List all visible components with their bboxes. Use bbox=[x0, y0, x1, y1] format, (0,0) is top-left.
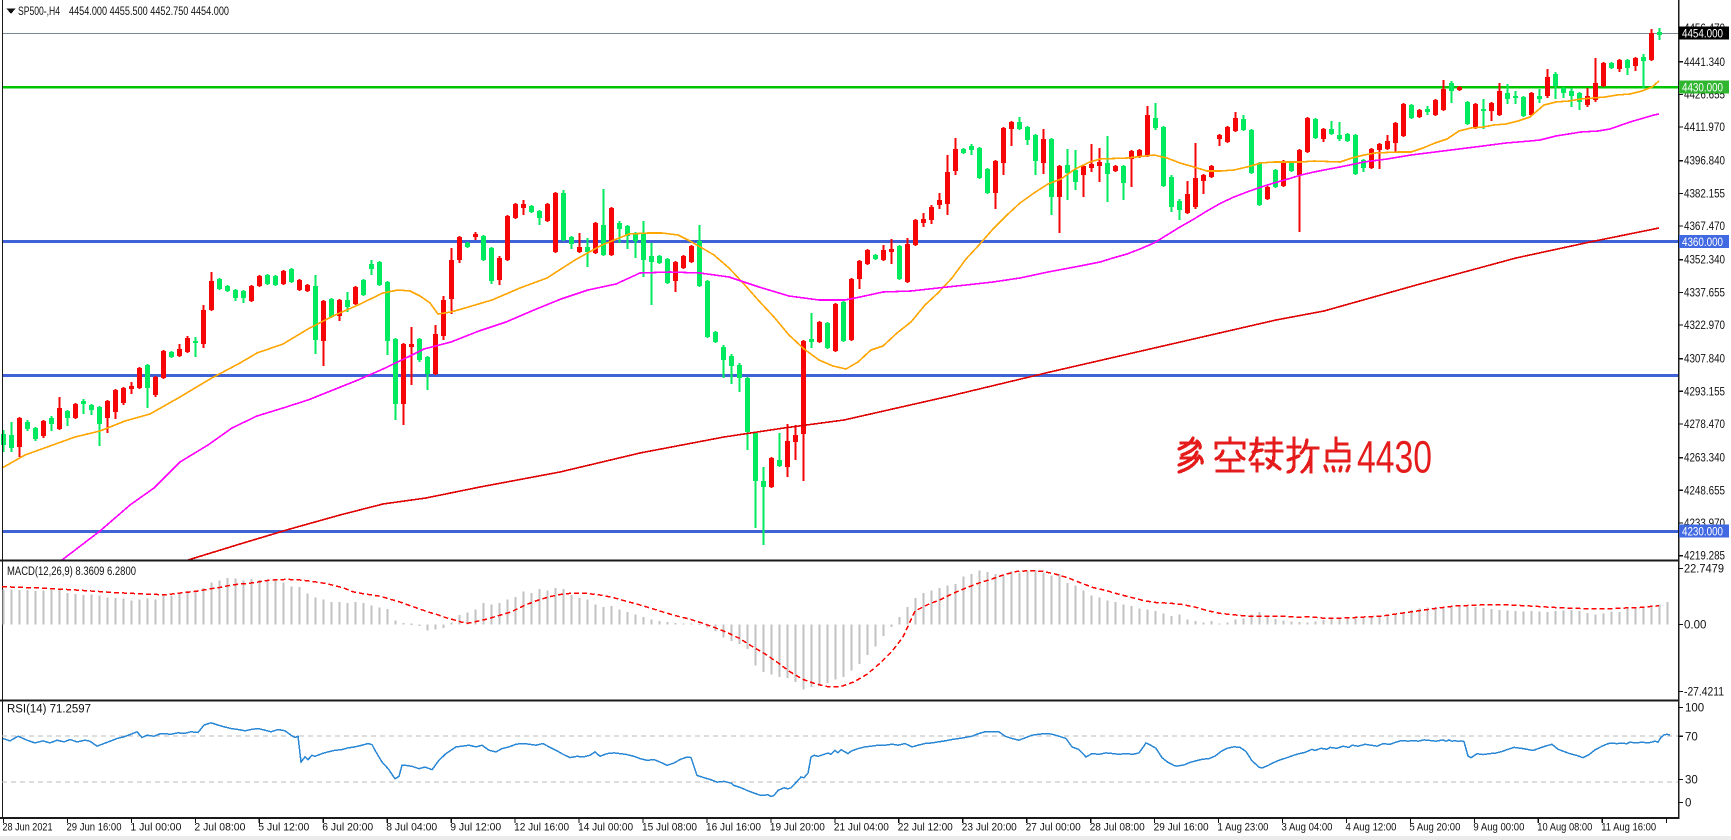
svg-text:4352.340: 4352.340 bbox=[1684, 255, 1725, 267]
svg-text:4382.155: 4382.155 bbox=[1684, 188, 1725, 200]
svg-text:RSI(14) 71.2597: RSI(14) 71.2597 bbox=[7, 704, 91, 716]
svg-text:4337.655: 4337.655 bbox=[1684, 287, 1725, 299]
svg-text:23 Jul 20:00: 23 Jul 20:00 bbox=[962, 822, 1017, 834]
svg-text:30: 30 bbox=[1685, 775, 1698, 787]
svg-text:27 Jul 00:00: 27 Jul 00:00 bbox=[1026, 822, 1081, 834]
svg-text:70: 70 bbox=[1685, 731, 1698, 743]
svg-text:16 Jul 16:00: 16 Jul 16:00 bbox=[706, 822, 761, 834]
svg-text:28 Jul 08:00: 28 Jul 08:00 bbox=[1090, 822, 1145, 834]
svg-text:2 Jul 08:00: 2 Jul 08:00 bbox=[194, 822, 245, 834]
svg-text:11 Aug 16:00: 11 Aug 16:00 bbox=[1601, 822, 1656, 834]
svg-text:MACD(12,26,9) 8.3609 6.2800: MACD(12,26,9) 8.3609 6.2800 bbox=[7, 566, 136, 578]
svg-text:15 Jul 08:00: 15 Jul 08:00 bbox=[642, 822, 697, 834]
svg-text:4396.840: 4396.840 bbox=[1684, 156, 1725, 168]
svg-text:SP500-,H4: SP500-,H4 bbox=[18, 4, 60, 18]
svg-text:4430: 4430 bbox=[1357, 432, 1432, 483]
svg-text:4454.000: 4454.000 bbox=[1682, 29, 1723, 41]
svg-text:4441.340: 4441.340 bbox=[1684, 57, 1725, 69]
svg-text:9 Jul 12:00: 9 Jul 12:00 bbox=[450, 822, 501, 834]
svg-text:0.00: 0.00 bbox=[1684, 620, 1706, 632]
svg-text:28 Jun 2021: 28 Jun 2021 bbox=[3, 822, 53, 834]
svg-text:4454.000 4455.500 4452.750 445: 4454.000 4455.500 4452.750 4454.000 bbox=[69, 4, 229, 18]
svg-text:4248.655: 4248.655 bbox=[1684, 485, 1725, 497]
svg-text:4219.285: 4219.285 bbox=[1684, 551, 1725, 563]
svg-text:8 Jul 04:00: 8 Jul 04:00 bbox=[386, 822, 437, 834]
svg-text:29 Jun 16:00: 29 Jun 16:00 bbox=[67, 822, 122, 834]
svg-text:14 Jul 00:00: 14 Jul 00:00 bbox=[578, 822, 633, 834]
svg-text:0: 0 bbox=[1685, 798, 1691, 810]
svg-text:4 Aug 12:00: 4 Aug 12:00 bbox=[1346, 822, 1397, 834]
svg-text:5 Aug 20:00: 5 Aug 20:00 bbox=[1409, 822, 1460, 834]
svg-text:29 Jul 16:00: 29 Jul 16:00 bbox=[1154, 822, 1209, 834]
svg-text:3 Aug 04:00: 3 Aug 04:00 bbox=[1282, 822, 1333, 834]
svg-text:-27.4211: -27.4211 bbox=[1684, 687, 1724, 699]
svg-text:4322.970: 4322.970 bbox=[1684, 320, 1725, 332]
svg-text:4278.470: 4278.470 bbox=[1684, 419, 1725, 431]
svg-text:5 Jul 12:00: 5 Jul 12:00 bbox=[258, 822, 309, 834]
svg-text:12 Jul 16:00: 12 Jul 16:00 bbox=[514, 822, 569, 834]
svg-text:4430.000: 4430.000 bbox=[1682, 83, 1723, 95]
svg-text:1 Aug 23:00: 1 Aug 23:00 bbox=[1218, 822, 1269, 834]
svg-text:4367.470: 4367.470 bbox=[1684, 221, 1725, 233]
svg-text:100: 100 bbox=[1685, 703, 1704, 715]
svg-text:19 Jul 20:00: 19 Jul 20:00 bbox=[770, 822, 825, 834]
svg-text:9 Aug 00:00: 9 Aug 00:00 bbox=[1473, 822, 1524, 834]
svg-text:21 Jul 04:00: 21 Jul 04:00 bbox=[834, 822, 889, 834]
svg-text:22.7479: 22.7479 bbox=[1684, 564, 1724, 576]
svg-text:4230.000: 4230.000 bbox=[1682, 527, 1723, 539]
svg-text:4307.840: 4307.840 bbox=[1684, 354, 1725, 366]
svg-text:22 Jul 12:00: 22 Jul 12:00 bbox=[898, 822, 953, 834]
svg-text:4411.970: 4411.970 bbox=[1684, 122, 1725, 134]
svg-text:1 Jul 00:00: 1 Jul 00:00 bbox=[130, 822, 181, 834]
svg-text:4360.000: 4360.000 bbox=[1682, 237, 1723, 249]
svg-text:4293.155: 4293.155 bbox=[1684, 386, 1725, 398]
svg-text:4263.340: 4263.340 bbox=[1684, 453, 1725, 465]
svg-text:10 Aug 08:00: 10 Aug 08:00 bbox=[1537, 822, 1592, 834]
svg-text:6 Jul 20:00: 6 Jul 20:00 bbox=[322, 822, 373, 834]
